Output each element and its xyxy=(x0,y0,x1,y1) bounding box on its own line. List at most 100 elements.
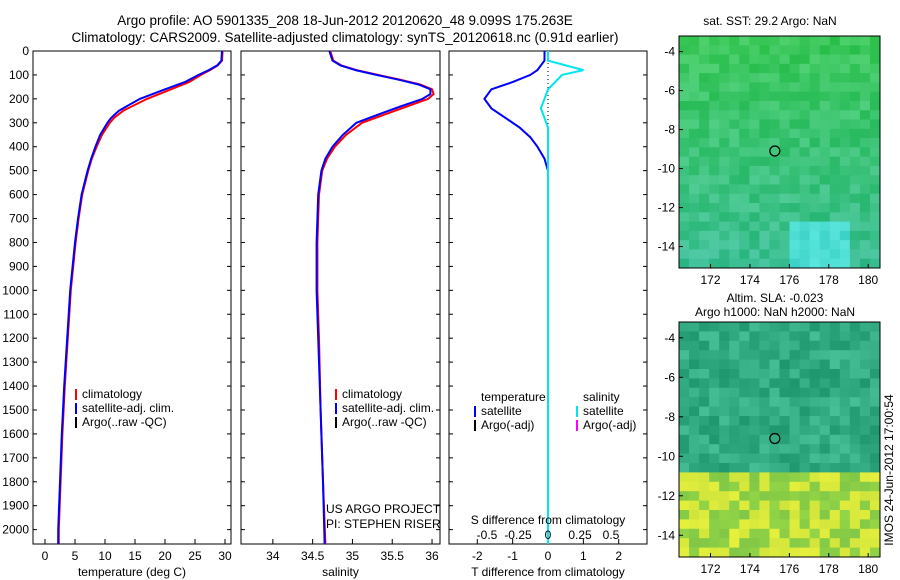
salinity-tick-label: -0.5 xyxy=(477,528,498,542)
map-cell xyxy=(799,82,811,93)
map-cell xyxy=(679,175,690,185)
map-cell xyxy=(789,138,801,148)
map-y-tick-label: -14 xyxy=(658,240,676,254)
map-cell xyxy=(859,165,871,176)
map-cell xyxy=(779,491,791,502)
map-cell xyxy=(699,138,710,148)
map-cell xyxy=(839,481,851,492)
header-line-1: Argo profile: AO 5901335_208 18-Jun-2012… xyxy=(117,13,573,28)
map-cell xyxy=(769,369,780,379)
map-cell xyxy=(729,249,740,260)
map-cell xyxy=(839,463,851,473)
map-cell xyxy=(859,369,871,379)
map-cell xyxy=(709,519,720,530)
map-cell xyxy=(719,91,730,102)
map-cell xyxy=(729,54,740,65)
map-cell xyxy=(739,36,750,46)
map-cell xyxy=(839,340,851,351)
y-tick-label: 1900 xyxy=(2,499,29,513)
map-cell xyxy=(679,36,690,46)
map-cell xyxy=(709,322,720,332)
map-cell xyxy=(679,221,690,232)
map-cell xyxy=(679,73,690,83)
map-cell xyxy=(829,350,841,361)
map-cell xyxy=(809,258,821,269)
map-cell xyxy=(779,45,791,56)
map-cell xyxy=(699,128,710,139)
map-cell xyxy=(809,212,821,223)
map-cell xyxy=(789,500,801,511)
map-cell xyxy=(689,45,700,56)
map-cell xyxy=(799,100,811,111)
map-cell xyxy=(789,359,801,370)
map-cell xyxy=(789,45,801,56)
map-cell xyxy=(729,500,740,511)
map-cell xyxy=(769,138,780,148)
map-cell xyxy=(799,128,811,139)
map-cell xyxy=(869,193,881,204)
map-cell xyxy=(809,463,821,473)
map-cell xyxy=(859,63,871,74)
map-cell xyxy=(779,528,791,539)
map-cell xyxy=(869,63,881,74)
map-cell xyxy=(729,416,740,426)
map-cell xyxy=(739,472,750,483)
map-x-tick-label: 172 xyxy=(701,562,721,576)
map-cell xyxy=(749,249,760,260)
map-cell xyxy=(679,165,690,176)
map-cell xyxy=(839,547,851,558)
map-cell xyxy=(729,463,740,473)
map-cell xyxy=(799,175,811,185)
map-cell xyxy=(699,54,710,65)
map-cell xyxy=(809,350,821,361)
x-tick-label: 35 xyxy=(346,549,360,563)
map-cell xyxy=(719,165,730,176)
map-cell xyxy=(749,481,760,492)
map-cell xyxy=(709,203,720,213)
map-cell xyxy=(689,63,700,74)
map-cell xyxy=(859,519,871,530)
x-tick-label: 15 xyxy=(128,549,142,563)
map-cell xyxy=(749,406,760,417)
map-cell xyxy=(759,91,770,102)
map-cell xyxy=(679,82,690,93)
map-cell xyxy=(869,175,881,185)
map-cell xyxy=(839,378,851,389)
map-cell xyxy=(729,425,740,436)
map-cell xyxy=(689,138,700,148)
map-cell xyxy=(709,397,720,408)
map-cell xyxy=(829,425,841,436)
map-cell xyxy=(829,322,841,332)
map-cell xyxy=(769,128,780,139)
map-cell xyxy=(749,453,760,464)
map-cell xyxy=(869,249,881,260)
plot-area xyxy=(57,51,224,544)
map-cell xyxy=(839,406,851,417)
map-cell xyxy=(789,63,801,74)
map-cell xyxy=(839,444,851,455)
map-y-tick-label: -6 xyxy=(664,370,675,384)
annotation-project: US ARGO PROJECT xyxy=(326,502,441,516)
map-cell xyxy=(779,100,791,111)
map-cell xyxy=(779,119,791,130)
map-cell xyxy=(829,240,841,250)
map-cell xyxy=(729,128,740,139)
map-cell xyxy=(829,340,841,351)
map-cell xyxy=(789,434,801,445)
map-cell xyxy=(749,63,760,74)
legend-label: satellite xyxy=(583,404,624,418)
map-cell xyxy=(829,100,841,111)
map-cell xyxy=(819,434,831,445)
map-cell xyxy=(799,36,811,46)
map-cell xyxy=(809,538,821,549)
map-cell xyxy=(839,538,851,549)
map-cell xyxy=(689,165,700,176)
map-cell xyxy=(769,193,780,204)
map-cell xyxy=(779,221,791,232)
map-cell xyxy=(749,221,760,232)
map-cell xyxy=(779,538,791,549)
map-cell xyxy=(849,510,861,520)
map-cell xyxy=(829,193,841,204)
map-cell xyxy=(829,472,841,483)
map-cell xyxy=(799,73,811,83)
